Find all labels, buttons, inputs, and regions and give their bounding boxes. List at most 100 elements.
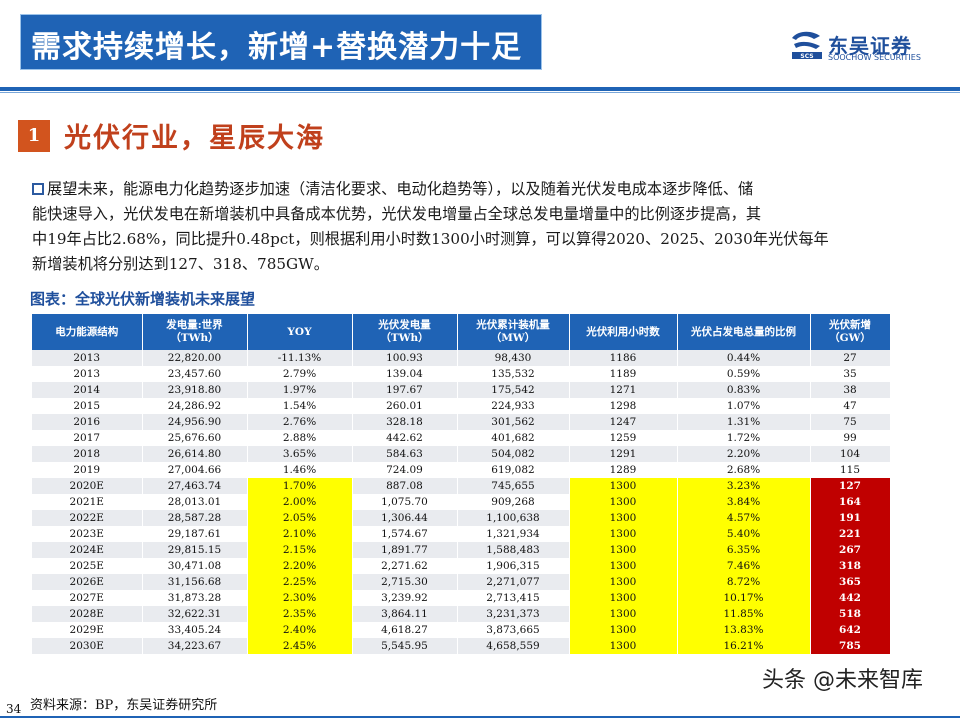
table-cell: 2030E <box>32 638 143 654</box>
table-cell: 5.40% <box>677 526 811 542</box>
table-cell: 2019 <box>32 462 143 478</box>
table-cell: 1300 <box>569 542 678 558</box>
table-cell: 3.84% <box>677 494 811 510</box>
page-title: 需求持续增长，新增+替换潜力十足 <box>31 30 523 65</box>
table-cell: 318 <box>810 558 891 574</box>
table-cell: 0.44% <box>677 350 811 366</box>
table-row: 2022E 28,587.28 2.05% 1,306.44 1,100,638 1300… <box>32 510 891 526</box>
table-cell: 31,156.68 <box>142 574 248 590</box>
table-cell: 2.30% <box>247 590 353 606</box>
table-cell: 1291 <box>569 446 678 462</box>
checkbox-bullet-icon <box>32 183 44 195</box>
table-row: 2020E 27,463.74 1.70% 887.08 745,655 1300 3.23… <box>32 478 891 494</box>
table-row: 2015 24,286.92 1.54% 260.01 224,933 1298 1.07%… <box>32 398 891 414</box>
table-cell: 1,075.70 <box>352 494 458 510</box>
table-row: 2026E 31,156.68 2.25% 2,715.30 2,271,077 1300… <box>32 574 891 590</box>
table-cell: 1300 <box>569 494 678 510</box>
table-row: 2013 22,820.00 -11.13% 100.93 98,430 1186 0.44… <box>32 350 891 366</box>
table-cell: 3.65% <box>247 446 353 462</box>
table-cell: 16.21% <box>677 638 811 654</box>
header-divider-thin <box>0 92 960 93</box>
table-cell: 5,545.95 <box>352 638 458 654</box>
table-row: 2018 26,614.80 3.65% 584.63 504,082 1291 2.20%… <box>32 446 891 462</box>
table-cell: 2024E <box>32 542 143 558</box>
table-cell: 164 <box>810 494 891 510</box>
table-cell: 1300 <box>569 478 678 494</box>
table-cell: 442.62 <box>352 430 458 446</box>
table-cell: 2.45% <box>247 638 353 654</box>
table-row: 2028E 32,622.31 2.35% 3,864.11 3,231,373 1300… <box>32 606 891 622</box>
table-cell: 191 <box>810 510 891 526</box>
table-cell: 909,268 <box>457 494 570 510</box>
table-cell: 785 <box>810 638 891 654</box>
table-cell: 1,306.44 <box>352 510 458 526</box>
logo-name-en: SOOCHOW SECURITIES <box>828 53 921 62</box>
table-cell: 724.09 <box>352 462 458 478</box>
table-cell: 2.35% <box>247 606 353 622</box>
table-row: 2021E 28,013.01 2.00% 1,075.70 909,268 1300 3.… <box>32 494 891 510</box>
table-cell: 2027E <box>32 590 143 606</box>
table-cell: 1,321,934 <box>457 526 570 542</box>
table-cell: 1.46% <box>247 462 353 478</box>
table-cell: 518 <box>810 606 891 622</box>
table-cell: 1,891.77 <box>352 542 458 558</box>
table-cell: 745,655 <box>457 478 570 494</box>
table-cell: 401,682 <box>457 430 570 446</box>
table-cell: 2028E <box>32 606 143 622</box>
table-cell: 6.35% <box>677 542 811 558</box>
table-cell: 31,873.28 <box>142 590 248 606</box>
table-cell: 1259 <box>569 430 678 446</box>
table-cell: 30,471.08 <box>142 558 248 574</box>
table-cell: 2022E <box>32 510 143 526</box>
table-cell: 27,463.74 <box>142 478 248 494</box>
table-cell: 1,906,315 <box>457 558 570 574</box>
paragraph-line: 新增装机将分别达到127、318、785GW。 <box>32 255 329 273</box>
table-cell: 104 <box>810 446 891 462</box>
table-cell: 32,622.31 <box>142 606 248 622</box>
table-header-cell: YOY <box>247 314 353 350</box>
source-note: 资料来源：BP，东吴证券研究所 <box>30 698 218 713</box>
table-cell: 1,100,638 <box>457 510 570 526</box>
table-header-cell: 电力能源结构 <box>32 314 143 350</box>
table-cell: 1300 <box>569 638 678 654</box>
table-cell: 26,614.80 <box>142 446 248 462</box>
table-cell: 2020E <box>32 478 143 494</box>
table-cell: 28,587.28 <box>142 510 248 526</box>
table-cell: 1289 <box>569 462 678 478</box>
footer-divider <box>0 716 960 718</box>
title-banner: 需求持续增长，新增+替换潜力十足 <box>20 14 542 70</box>
table-header-cell: 光伏新增（GW） <box>810 314 891 350</box>
table-row: 2030E 34,223.67 2.45% 5,545.95 4,658,559 1300… <box>32 638 891 654</box>
table-cell: 1300 <box>569 622 678 638</box>
table-cell: 34,223.67 <box>142 638 248 654</box>
table-cell: 2.68% <box>677 462 811 478</box>
watermark: 头条 @未来智库 <box>762 668 923 693</box>
table-row: 2027E 31,873.28 2.30% 3,239.92 2,713,415 1300… <box>32 590 891 606</box>
table-cell: 2013 <box>32 350 143 366</box>
table-cell: 1300 <box>569 606 678 622</box>
table-cell: 175,542 <box>457 382 570 398</box>
table-cell: 24,286.92 <box>142 398 248 414</box>
table-cell: 2021E <box>32 494 143 510</box>
table-cell: 301,562 <box>457 414 570 430</box>
table-cell: 10.17% <box>677 590 811 606</box>
table-cell: 100.93 <box>352 350 458 366</box>
table-cell: 29,187.61 <box>142 526 248 542</box>
table-cell: 2.79% <box>247 366 353 382</box>
table-cell: 7.46% <box>677 558 811 574</box>
table-cell: 1.72% <box>677 430 811 446</box>
table-cell: 365 <box>810 574 891 590</box>
table-cell: 442 <box>810 590 891 606</box>
table-cell: 2026E <box>32 574 143 590</box>
table-row: 2014 23,918.80 1.97% 197.67 175,542 1271 0.83%… <box>32 382 891 398</box>
table-cell: 2,713,415 <box>457 590 570 606</box>
table-cell: 1300 <box>569 558 678 574</box>
table-cell: 3,864.11 <box>352 606 458 622</box>
logo-abbr: SCS <box>800 53 813 60</box>
table-cell: 267 <box>810 542 891 558</box>
table-cell: 0.83% <box>677 382 811 398</box>
table-cell: 1.54% <box>247 398 353 414</box>
table-cell: 2,271,077 <box>457 574 570 590</box>
table-cell: 2015 <box>32 398 143 414</box>
table-header-cell: 光伏利用小时数 <box>569 314 678 350</box>
